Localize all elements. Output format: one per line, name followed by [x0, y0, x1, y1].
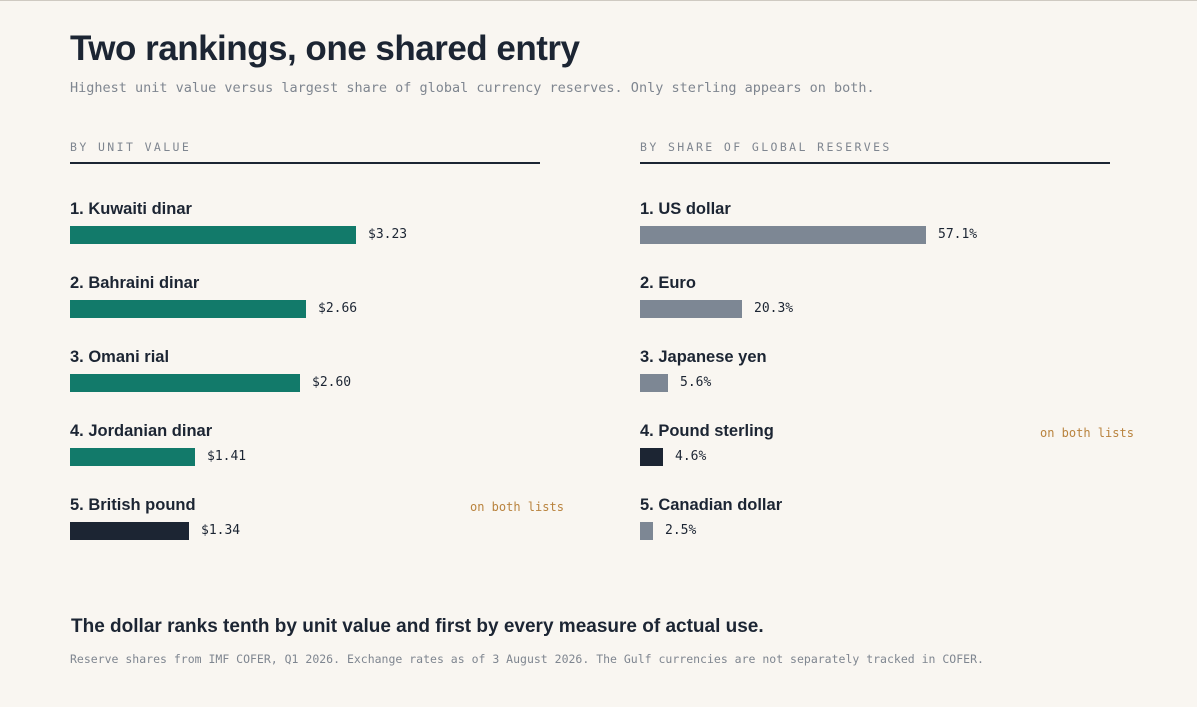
bar-value-label: 5.6%	[680, 375, 712, 390]
bar	[640, 522, 653, 540]
bar-value-label: $1.41	[207, 449, 247, 464]
bar-category-label: 4. Pound sterling	[640, 422, 774, 440]
bar-row: 2. Euro 20.3%	[640, 274, 1160, 334]
bar-row: 5. Canadian dollar 2.5%	[640, 496, 1160, 556]
shared-entry-flag: on both lists	[470, 500, 564, 514]
bar-category-label: 5. British pound	[70, 496, 196, 514]
bar-category-label: 1. US dollar	[640, 200, 731, 218]
bar	[70, 374, 300, 392]
bar-value-label: $1.34	[201, 523, 241, 538]
bar	[70, 448, 195, 466]
bar	[70, 300, 306, 318]
unit-value-chart: BY UNIT VALUE 1. Kuwaiti dinar $3.23 2. Ba…	[70, 140, 590, 540]
bar-value-label: 20.3%	[754, 301, 794, 316]
bar	[640, 300, 742, 318]
page-title: Two rankings, one shared entry	[70, 29, 580, 68]
reserve-share-chart: BY SHARE OF GLOBAL RESERVES 1. US dollar…	[640, 140, 1160, 540]
bar-row: 3. Omani rial $2.60	[70, 348, 590, 408]
takeaway-text: The dollar ranks tenth by unit value and…	[71, 616, 764, 637]
bar-category-label: 3. Japanese yen	[640, 348, 767, 366]
bar-value-label: $3.23	[368, 227, 408, 242]
bar-value-label: 2.5%	[665, 523, 697, 538]
bar-category-label: 2. Bahraini dinar	[70, 274, 200, 292]
unit-value-chart-title: BY UNIT VALUE	[70, 140, 540, 164]
bar	[70, 226, 356, 244]
bar	[640, 226, 926, 244]
bar	[640, 374, 668, 392]
bar-row: 3. Japanese yen 5.6%	[640, 348, 1160, 408]
shared-entry-flag: on both lists	[1040, 426, 1134, 440]
page-subtitle: Highest unit value versus largest share …	[70, 80, 875, 96]
bar-category-label: 3. Omani rial	[70, 348, 170, 366]
bar-row: 1. US dollar 57.1%	[640, 200, 1160, 260]
reserve-share-chart-title: BY SHARE OF GLOBAL RESERVES	[640, 140, 1110, 164]
bar	[640, 448, 663, 466]
bar-category-label: 1. Kuwaiti dinar	[70, 200, 192, 218]
bar	[70, 522, 189, 540]
bar-value-label: $2.66	[318, 301, 358, 316]
bar-row: 4. Pound sterling 4.6% on both lists	[640, 422, 1160, 482]
bar-value-label: 57.1%	[938, 227, 978, 242]
bar-category-label: 4. Jordanian dinar	[70, 422, 213, 440]
bar-value-label: $2.60	[312, 375, 352, 390]
bar-category-label: 5. Canadian dollar	[640, 496, 783, 514]
bar-row: 1. Kuwaiti dinar $3.23	[70, 200, 590, 260]
source-note: Reserve shares from IMF COFER, Q1 2026. …	[70, 652, 984, 666]
bar-row: 2. Bahraini dinar $2.66	[70, 274, 590, 334]
bar-category-label: 2. Euro	[640, 274, 696, 292]
bar-row: 5. British pound $1.34 on both lists	[70, 496, 590, 556]
bar-row: 4. Jordanian dinar $1.41	[70, 422, 590, 482]
bar-value-label: 4.6%	[675, 449, 707, 464]
